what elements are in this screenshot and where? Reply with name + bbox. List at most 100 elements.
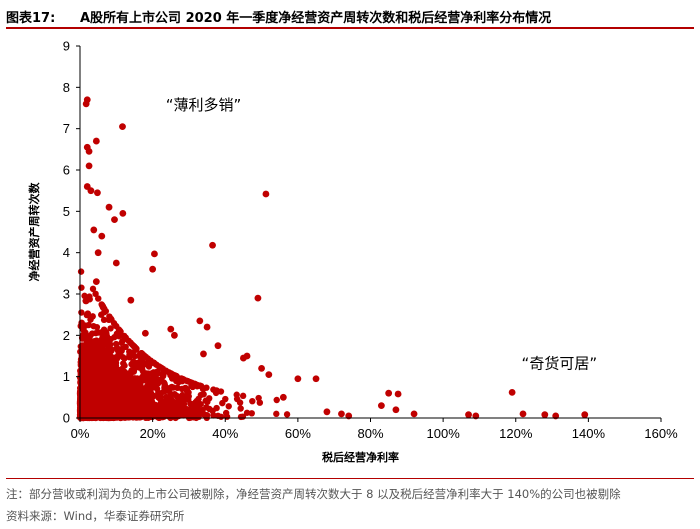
data-point (465, 411, 472, 419)
data-point (199, 385, 207, 393)
data-point (279, 393, 287, 401)
data-point (112, 362, 120, 369)
data-point (98, 358, 106, 365)
data-point (131, 352, 139, 360)
data-point (88, 361, 95, 368)
data-point (100, 316, 108, 324)
data-point (217, 388, 225, 395)
data-point (96, 384, 103, 391)
data-point (113, 411, 121, 419)
data-point (508, 388, 516, 396)
data-point (222, 409, 230, 417)
data-point (94, 249, 102, 257)
data-point (85, 321, 92, 329)
data-point (146, 405, 153, 413)
y-tick-label: 4 (63, 245, 70, 260)
data-point (184, 391, 191, 398)
data-point (94, 351, 102, 358)
data-point (114, 347, 122, 354)
data-point (233, 391, 240, 398)
data-point (158, 401, 166, 408)
data-point (119, 391, 126, 399)
data-point (217, 413, 225, 420)
data-point (145, 363, 153, 370)
data-point (197, 400, 204, 408)
data-point (133, 379, 140, 386)
data-point (82, 329, 89, 336)
data-point (175, 412, 182, 420)
data-point (394, 390, 402, 398)
footnote: 注：部分营收或利润为负的上市公司被剔除，净经营资产周转次数大于 8 以及税后经营… (6, 487, 621, 501)
data-point (85, 367, 93, 374)
x-tick-label: 140% (572, 426, 606, 441)
data-point (86, 337, 94, 344)
data-point (581, 411, 589, 419)
data-point (196, 317, 204, 325)
data-point (130, 358, 137, 365)
data-point (97, 394, 105, 402)
data-point (187, 400, 195, 408)
data-point (150, 381, 157, 388)
y-tick-label: 1 (63, 369, 70, 384)
data-point (338, 410, 345, 418)
data-point (102, 307, 110, 315)
data-point (112, 259, 120, 267)
data-point (237, 413, 245, 421)
data-point (145, 384, 152, 391)
data-point (112, 406, 120, 414)
data-point (119, 123, 126, 130)
data-point (258, 365, 265, 372)
data-point (111, 216, 118, 224)
data-source: 资料来源：Wind，华泰证券研究所 (6, 509, 185, 523)
data-point (385, 389, 393, 397)
data-point (149, 265, 157, 273)
data-point (79, 383, 87, 390)
data-point (105, 203, 113, 211)
y-tick-label: 5 (63, 204, 70, 219)
data-point (130, 343, 138, 350)
data-point (186, 406, 193, 413)
data-point (158, 407, 165, 415)
data-point (225, 403, 232, 410)
data-point (392, 406, 400, 414)
data-point (91, 387, 98, 394)
data-point (163, 393, 170, 401)
data-point (78, 309, 85, 316)
data-point (104, 410, 111, 418)
header-rule (6, 27, 694, 29)
data-point (127, 296, 135, 304)
data-point (119, 353, 127, 361)
data-point (112, 340, 120, 348)
data-point (155, 389, 162, 397)
data-point (83, 183, 91, 190)
data-point (179, 393, 186, 400)
data-point (95, 295, 102, 302)
data-point (195, 413, 202, 421)
footer-rule (6, 478, 694, 479)
data-point (214, 342, 222, 350)
data-point (112, 379, 119, 387)
data-point (93, 323, 101, 331)
data-point (179, 375, 186, 383)
data-point (248, 410, 255, 417)
data-point (167, 325, 175, 333)
data-point (164, 409, 171, 416)
data-point (78, 334, 86, 341)
data-point (78, 319, 85, 327)
x-axis-title: 税后经营净利率 (322, 450, 399, 464)
data-point (150, 369, 157, 376)
data-point (92, 329, 100, 337)
y-tick-label: 9 (63, 39, 70, 54)
data-point (108, 391, 115, 399)
y-tick-label: 0 (63, 411, 70, 426)
data-point (138, 351, 145, 359)
x-tick-label: 80% (357, 426, 383, 441)
data-point (323, 408, 331, 416)
data-point (100, 326, 108, 333)
x-tick-label: 100% (427, 426, 461, 441)
data-point (165, 369, 173, 376)
data-point (90, 381, 97, 388)
data-point (137, 399, 145, 406)
data-point (80, 369, 88, 376)
x-tick-label: 160% (644, 426, 678, 441)
